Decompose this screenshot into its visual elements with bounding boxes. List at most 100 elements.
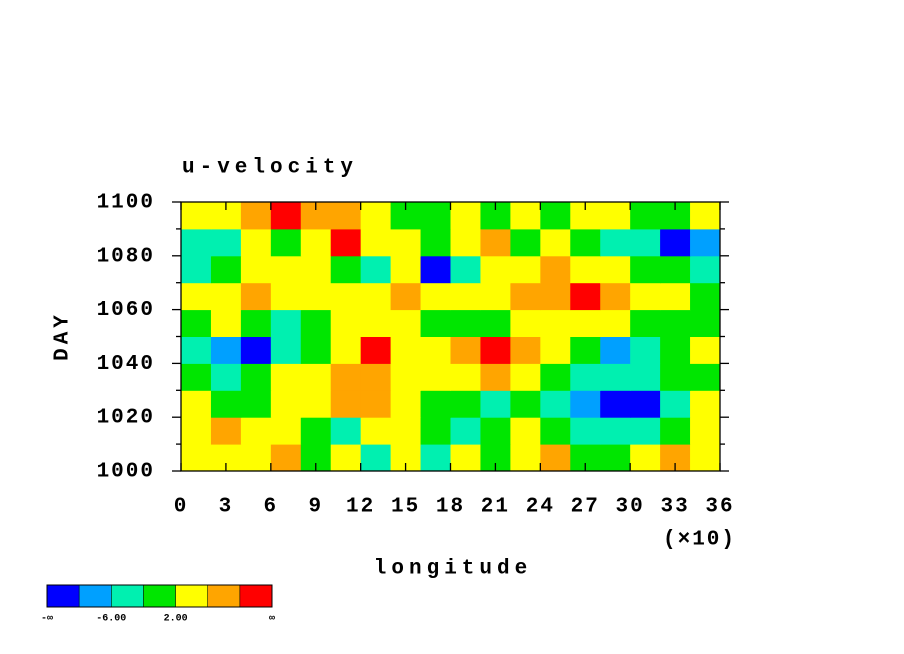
y-tick-label: 1020 <box>97 407 155 430</box>
colorbar-swatch <box>79 585 112 607</box>
contour-cell <box>540 309 571 337</box>
contour-cell <box>181 444 212 472</box>
contour-cell <box>600 309 631 337</box>
contour-cell <box>510 309 541 337</box>
contour-cell <box>420 228 451 257</box>
contour-cell <box>390 255 422 284</box>
contour-cell <box>600 255 631 284</box>
colorbar-label: 2.00 <box>164 614 188 625</box>
contour-cell <box>600 282 631 311</box>
contour-cell <box>240 390 272 418</box>
contour-cell <box>270 255 302 284</box>
contour-cell <box>390 309 422 337</box>
contour-cell <box>270 202 302 230</box>
contour-cell <box>240 202 272 230</box>
contour-cell <box>690 336 721 364</box>
contour-cell <box>181 202 212 230</box>
x-tick-label: 18 <box>436 496 465 519</box>
contour-cell <box>660 228 691 257</box>
contour-cell <box>420 309 451 337</box>
x-tick-label: 6 <box>264 496 279 519</box>
contour-cell <box>360 417 392 445</box>
contour-cell <box>600 390 631 418</box>
contour-cell <box>300 255 332 284</box>
contour-cell <box>300 417 332 445</box>
contour-cell <box>510 202 541 230</box>
contour-cell <box>300 390 332 418</box>
contour-cell <box>300 228 332 257</box>
contour-cell <box>330 282 362 311</box>
contour-cell <box>510 363 541 391</box>
contour-cell <box>300 336 332 364</box>
contour-cell <box>210 282 242 311</box>
colorbar-swatch <box>207 585 241 607</box>
contour-cell <box>570 309 601 337</box>
contour-cell <box>330 390 362 418</box>
contour-cell <box>480 336 511 364</box>
contour-cell <box>450 255 481 284</box>
contour-cell <box>270 390 302 418</box>
contour-cell <box>690 363 721 391</box>
contour-cell <box>630 363 661 391</box>
y-tick-label: 1080 <box>97 245 155 268</box>
contour-cell <box>510 417 541 445</box>
chart-title: u-velocity <box>182 157 358 180</box>
contour-cell <box>540 336 571 364</box>
contour-cell <box>360 309 392 337</box>
contour-cell <box>240 363 272 391</box>
contour-cell <box>181 390 212 418</box>
x-tick-label: 3 <box>219 496 234 519</box>
contour-cell <box>660 309 691 337</box>
contour-cell <box>450 228 481 257</box>
contour-cell <box>210 363 242 391</box>
colorbar-swatch <box>175 585 209 607</box>
contour-cell <box>660 417 691 445</box>
contour-cell <box>240 228 272 257</box>
contour-cell <box>540 202 571 230</box>
contour-cell <box>420 444 451 472</box>
contour-cell <box>240 255 272 284</box>
y-tick-label: 1060 <box>97 299 155 322</box>
contour-cell <box>450 336 481 364</box>
colorbar-swatch <box>47 585 80 607</box>
contour-cell <box>570 417 601 445</box>
contour-cell <box>450 363 481 391</box>
contour-cell <box>360 444 392 472</box>
contour-cell <box>390 390 422 418</box>
x-tick-label: 36 <box>705 496 734 519</box>
contour-cell <box>480 309 511 337</box>
contour-cell <box>360 282 392 311</box>
colorbar-frame <box>46 584 273 608</box>
contour-cell <box>390 282 422 311</box>
contour-cell <box>270 228 302 257</box>
contour-cell <box>480 255 511 284</box>
contour-cell <box>181 282 212 311</box>
contour-cell <box>570 390 601 418</box>
contour-cell <box>420 255 451 284</box>
contour-cell <box>330 336 362 364</box>
x-axis-label: longitude <box>374 558 532 581</box>
contour-cell <box>600 336 631 364</box>
contour-cell <box>540 363 571 391</box>
contour-cell <box>570 228 601 257</box>
contour-cell <box>540 255 571 284</box>
contour-cell <box>330 417 362 445</box>
contour-cell <box>270 363 302 391</box>
contour-cell <box>480 390 511 418</box>
contour-cell <box>690 417 721 445</box>
contour-cell <box>630 390 661 418</box>
contour-cell <box>420 282 451 311</box>
contour-cell <box>570 282 601 311</box>
x-tick-label: 12 <box>346 496 375 519</box>
contour-cell <box>450 309 481 337</box>
contour-cell <box>510 255 541 284</box>
contour-cell <box>510 390 541 418</box>
contour-cell <box>660 363 691 391</box>
contour-cell <box>540 417 571 445</box>
contour-cell <box>570 363 601 391</box>
contour-cell <box>540 390 571 418</box>
contour-cell <box>300 309 332 337</box>
contour-cell <box>240 444 272 472</box>
colorbar-label: -∞ <box>41 614 53 625</box>
